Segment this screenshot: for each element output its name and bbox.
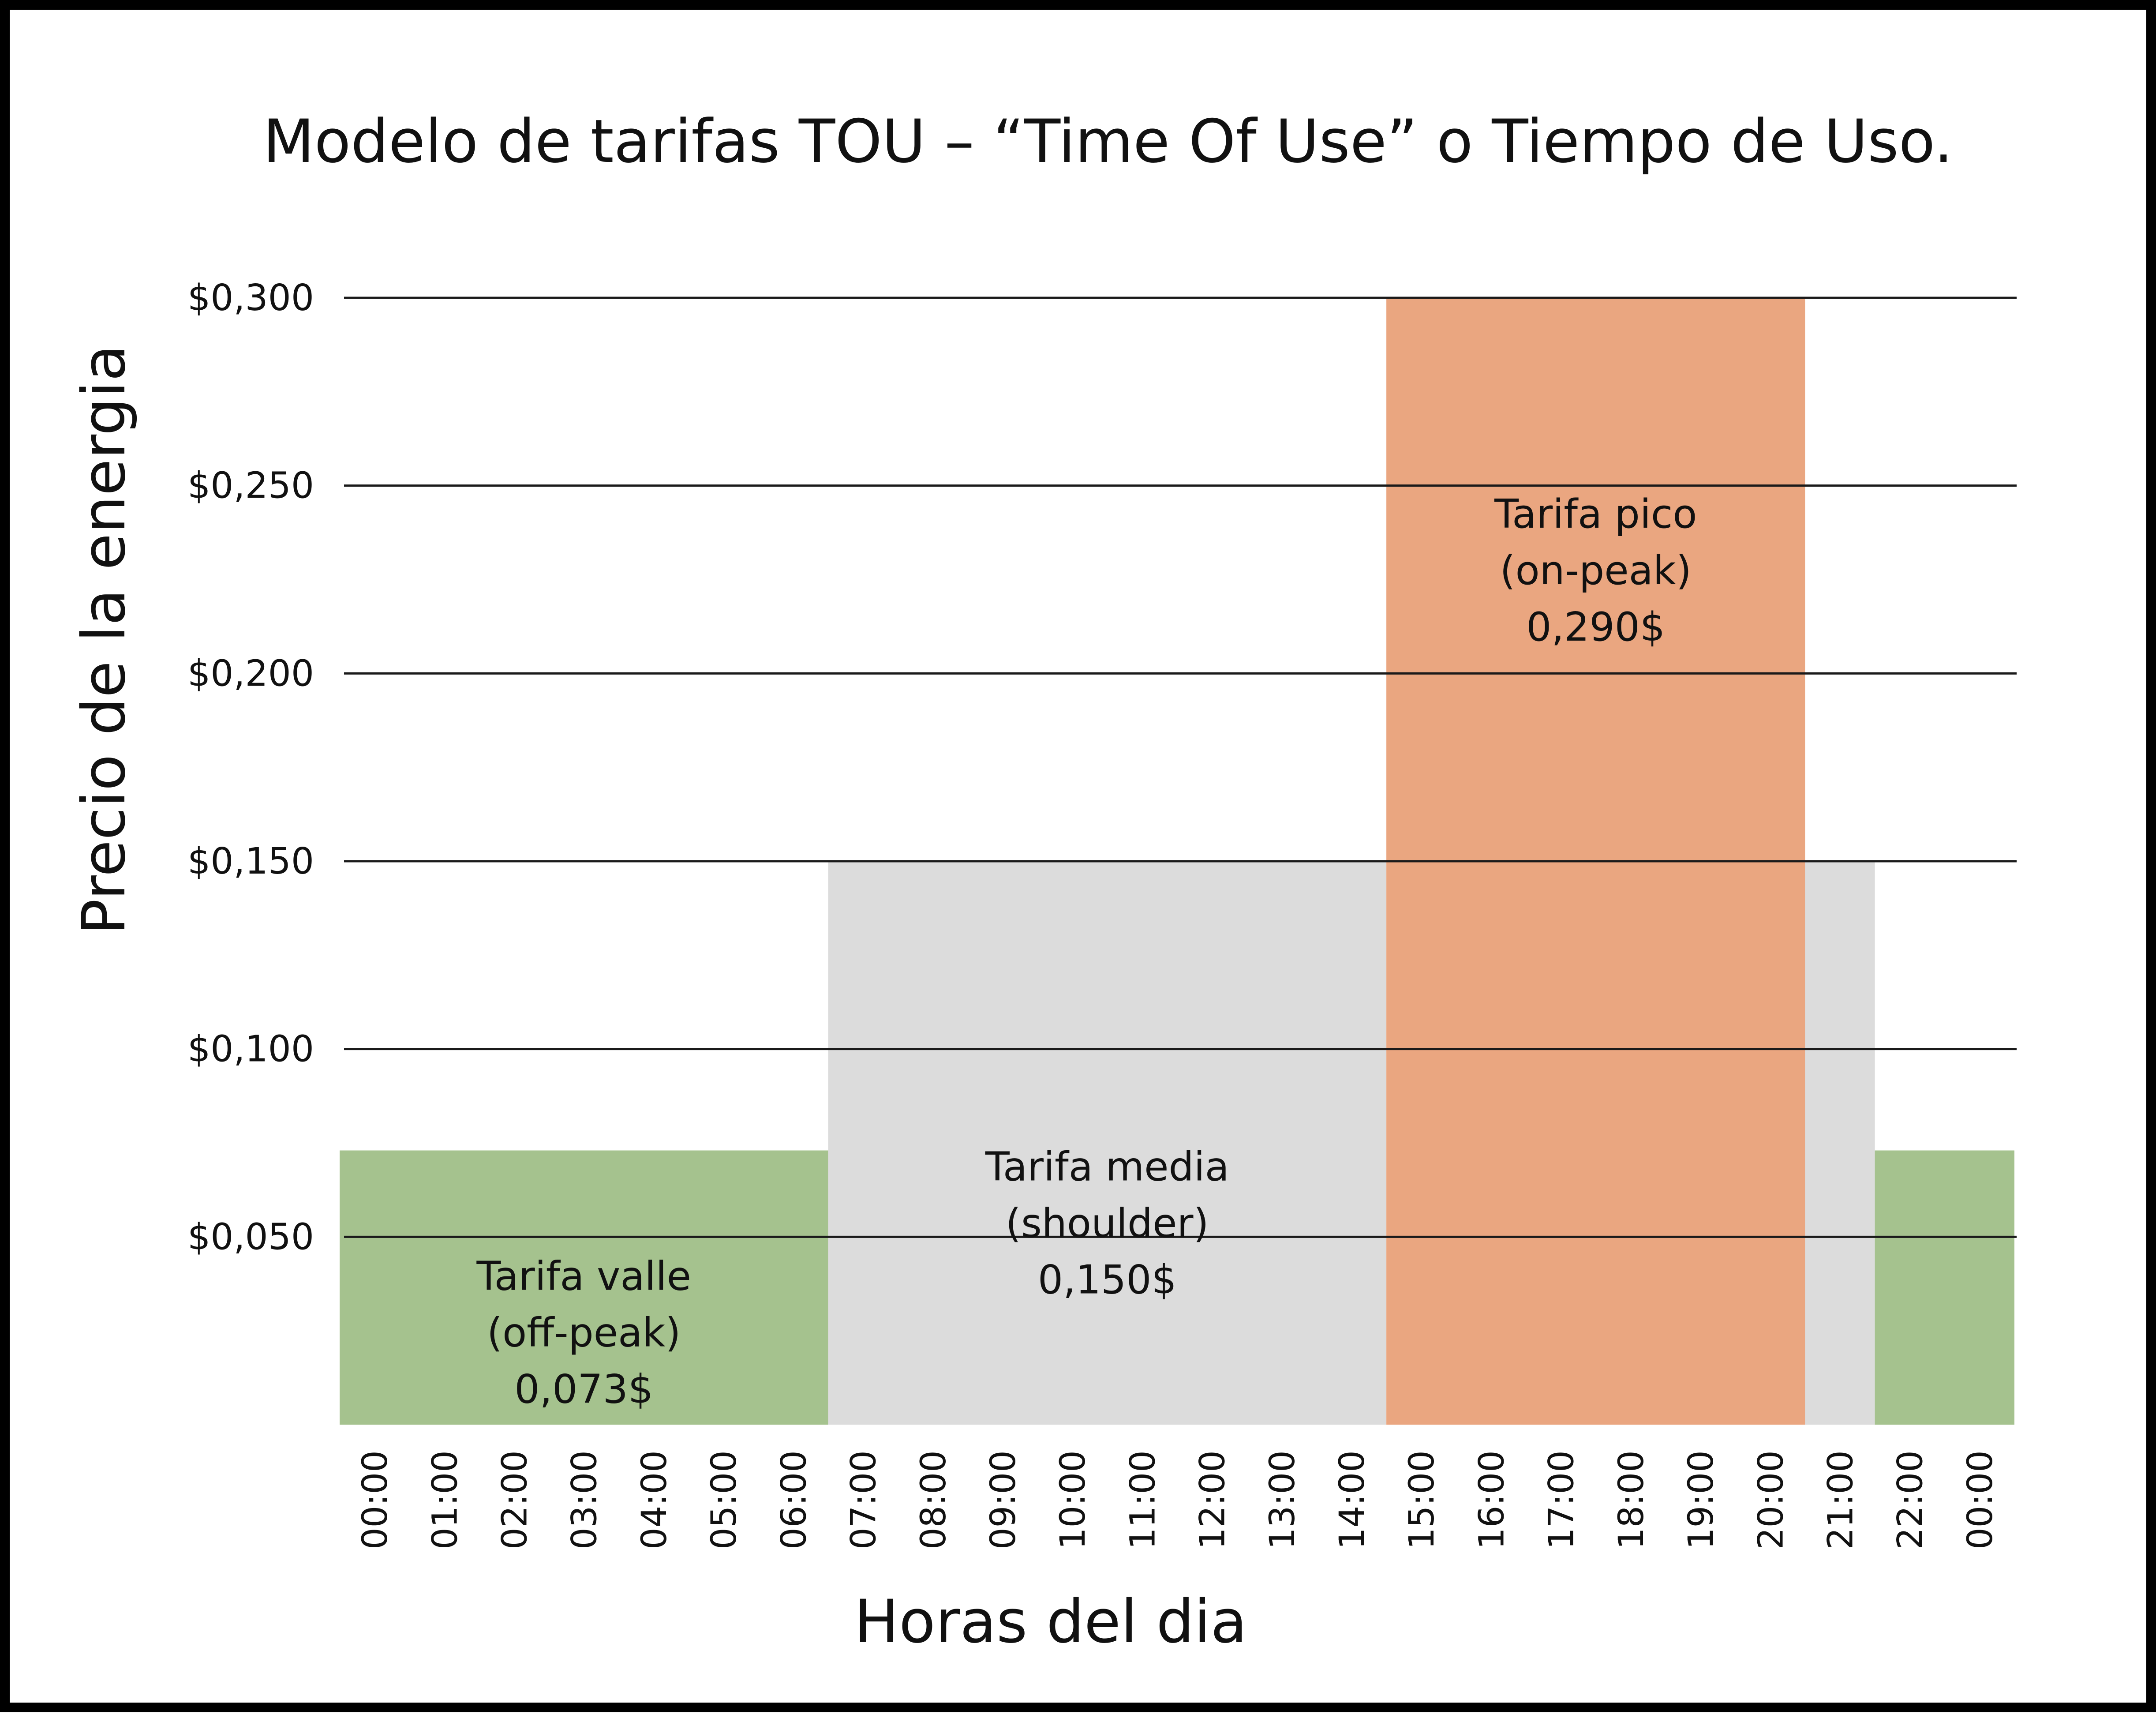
- x-tick-label: 12:00: [1193, 1450, 1233, 1549]
- x-tick-label: 07:00: [844, 1450, 884, 1549]
- x-tick-label: 15:00: [1402, 1450, 1442, 1549]
- x-tick-label: 09:00: [984, 1450, 1023, 1549]
- y-tick-label: $0,200: [187, 653, 314, 694]
- tariff-bar: [1875, 1150, 2014, 1425]
- y-tick-label: $0,150: [187, 840, 314, 882]
- tariff-label: (off-peak): [487, 1309, 681, 1356]
- x-tick-label: 11:00: [1123, 1450, 1163, 1549]
- y-tick-label: $0,100: [187, 1028, 314, 1070]
- tariff-label: Tarifa pico: [1494, 491, 1697, 537]
- x-tick-label: 00:00: [1961, 1450, 2000, 1549]
- x-tick-label: 03:00: [565, 1450, 605, 1549]
- tariff-label: (on-peak): [1500, 548, 1692, 594]
- y-axis-label: Precio de la energia: [69, 345, 138, 934]
- tariff-label: 0,073$: [514, 1366, 653, 1412]
- tariff-label: (shoulder): [1006, 1201, 1209, 1247]
- tariff-label: 0,150$: [1038, 1257, 1177, 1303]
- tariff-label: 0,290$: [1526, 604, 1665, 650]
- x-tick-label: 22:00: [1891, 1450, 1931, 1549]
- chart-title: Modelo de tarifas TOU – “Time Of Use” o …: [263, 107, 1953, 176]
- tariff-bar: [340, 1150, 828, 1425]
- x-tick-label: 20:00: [1751, 1450, 1791, 1549]
- y-tick-label: $0,300: [187, 277, 314, 319]
- x-tick-label: 00:00: [356, 1450, 395, 1549]
- labels-layer: $0,300 $0,250 $0,200 $0,150 $0,100 $0,050 Tari…: [187, 277, 2000, 1549]
- x-tick-label: 05:00: [704, 1450, 744, 1549]
- x-tick-label: 13:00: [1263, 1450, 1303, 1549]
- x-tick-label: 16:00: [1472, 1450, 1512, 1549]
- x-tick-label: 17:00: [1542, 1450, 1582, 1549]
- x-tick-label: 14:00: [1333, 1450, 1372, 1549]
- y-tick-label: $0,050: [187, 1216, 314, 1258]
- tariff-bar: [1805, 861, 1875, 1425]
- y-tick-label: $0,250: [187, 465, 314, 507]
- tariff-label: Tarifa media: [985, 1144, 1229, 1190]
- x-tick-label: 10:00: [1053, 1450, 1093, 1549]
- x-tick-label: 18:00: [1612, 1450, 1651, 1549]
- x-tick-label: 19:00: [1681, 1450, 1721, 1549]
- tariff-label: Tarifa valle: [476, 1253, 691, 1299]
- x-tick-label: 04:00: [635, 1450, 674, 1549]
- tariff-bar: [828, 861, 1387, 1425]
- grid-layer: [344, 296, 2017, 1238]
- x-tick-label: 02:00: [495, 1450, 535, 1549]
- x-tick-label: 01:00: [425, 1450, 465, 1549]
- x-axis-label: Horas del dia: [854, 1587, 1247, 1656]
- x-tick-label: 21:00: [1821, 1450, 1860, 1549]
- x-tick-label: 06:00: [774, 1450, 814, 1549]
- tou-tariff-chart: $0,300 $0,250 $0,200 $0,150 $0,100 $0,050 Tari…: [69, 107, 2017, 1656]
- x-tick-label: 08:00: [914, 1450, 954, 1549]
